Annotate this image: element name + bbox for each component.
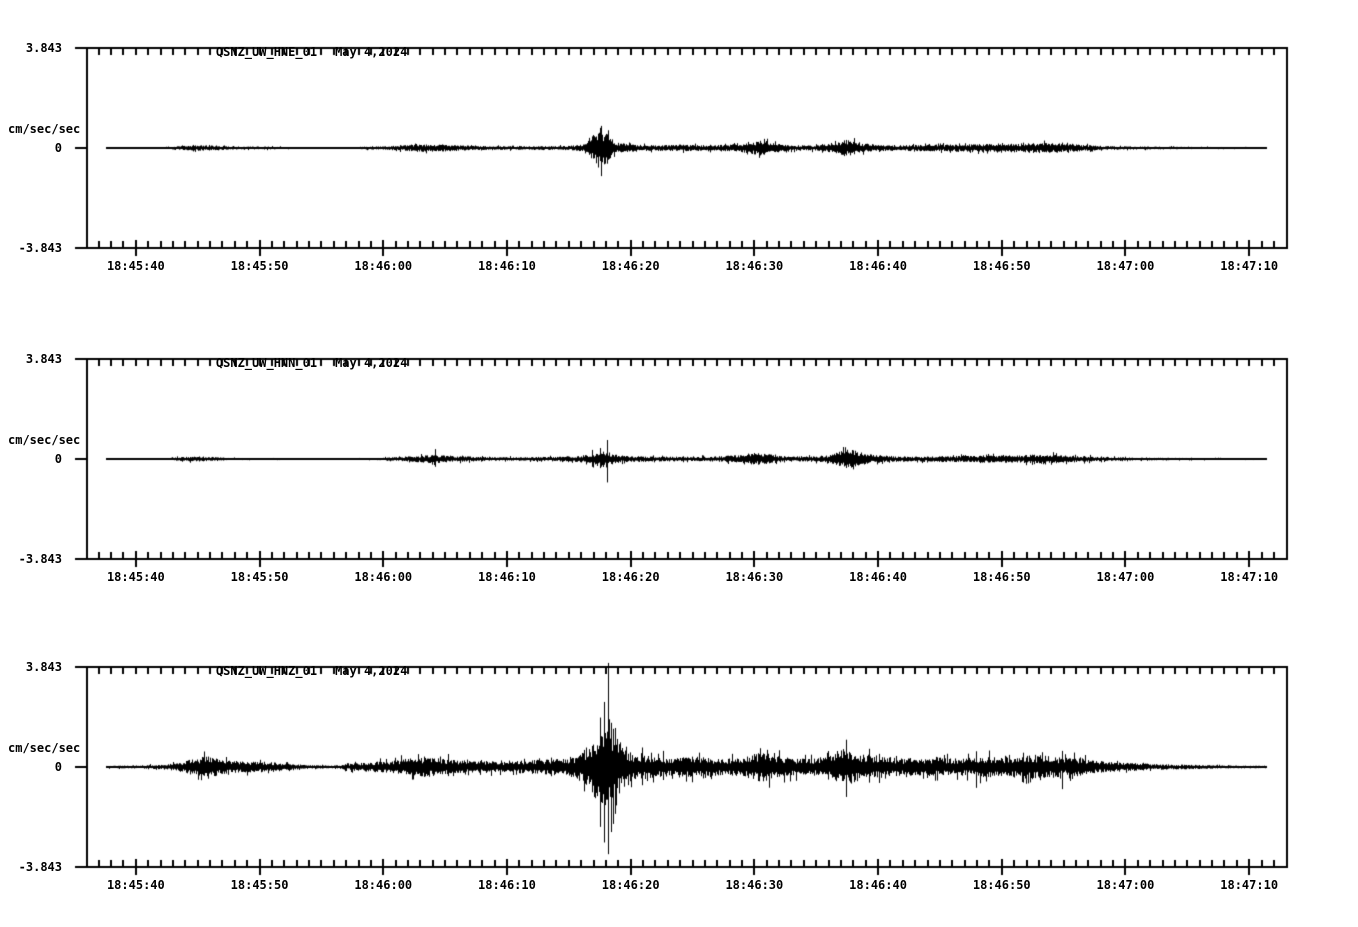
y-tick-label-max: 3.843	[25, 41, 62, 55]
seismogram-canvas	[70, 657, 1310, 887]
y-tick-label-zero: 0	[54, 452, 62, 466]
y-tick-label-min: -3.843	[18, 552, 62, 566]
seismogram-panel-hnn: QSNZ_UW_HNN_01May 4,2024 3.843 cm/sec/se…	[0, 349, 1358, 619]
x-tick-label: 18:45:40	[106, 570, 165, 584]
x-tick-label: 18:46:50	[972, 570, 1031, 584]
x-tick-label: 18:47:10	[1220, 259, 1279, 273]
x-tick-label: 18:46:40	[849, 570, 907, 584]
y-tick-label-max: 3.843	[25, 660, 62, 674]
seismogram-canvas	[70, 38, 1310, 268]
x-tick-label: 18:45:50	[230, 259, 289, 273]
x-tick-label: 18:46:40	[849, 259, 907, 273]
seismogram-canvas	[70, 349, 1310, 579]
seismogram-panel-hne: QSNZ_UW_HNE_01May 4,2024 3.843 cm/sec/se…	[0, 38, 1358, 308]
x-tick-label: 18:46:10	[478, 878, 536, 892]
y-axis-unit-label: cm/sec/sec	[8, 741, 81, 755]
x-tick-label: 18:45:50	[230, 878, 289, 892]
x-tick-label: 18:45:40	[106, 878, 165, 892]
x-tick-label: 18:46:00	[354, 259, 413, 273]
y-tick-label-min: -3.843	[18, 860, 62, 874]
seismogram-panel-hnz: QSNZ_UW_HNZ_01May 4,2024 3.843 cm/sec/se…	[0, 657, 1358, 927]
x-tick-label: 18:46:40	[849, 878, 907, 892]
y-axis-unit-label: cm/sec/sec	[8, 122, 81, 136]
x-tick-label: 18:46:10	[478, 259, 536, 273]
x-tick-label: 18:46:30	[725, 259, 784, 273]
y-tick-label-zero: 0	[54, 760, 62, 774]
x-tick-label: 18:47:10	[1220, 570, 1279, 584]
x-tick-label: 18:47:00	[1096, 259, 1155, 273]
x-tick-label: 18:46:30	[725, 878, 784, 892]
x-tick-label: 18:45:40	[106, 259, 165, 273]
x-tick-label: 18:45:50	[230, 570, 289, 584]
y-tick-label-zero: 0	[54, 141, 62, 155]
x-tick-label: 18:46:50	[972, 878, 1031, 892]
x-tick-label: 18:47:00	[1096, 570, 1155, 584]
x-tick-label: 18:46:20	[601, 878, 660, 892]
x-tick-label: 18:46:00	[354, 878, 413, 892]
x-tick-label: 18:46:20	[601, 570, 660, 584]
y-tick-label-max: 3.843	[25, 352, 62, 366]
x-tick-label: 18:46:10	[478, 570, 536, 584]
x-tick-label: 18:46:20	[601, 259, 660, 273]
y-tick-label-min: -3.843	[18, 241, 62, 255]
y-axis-unit-label: cm/sec/sec	[8, 433, 81, 447]
x-tick-label: 18:47:00	[1096, 878, 1155, 892]
x-tick-label: 18:46:30	[725, 570, 784, 584]
x-tick-label: 18:47:10	[1220, 878, 1279, 892]
x-tick-label: 18:46:50	[972, 259, 1031, 273]
x-tick-label: 18:46:00	[354, 570, 413, 584]
